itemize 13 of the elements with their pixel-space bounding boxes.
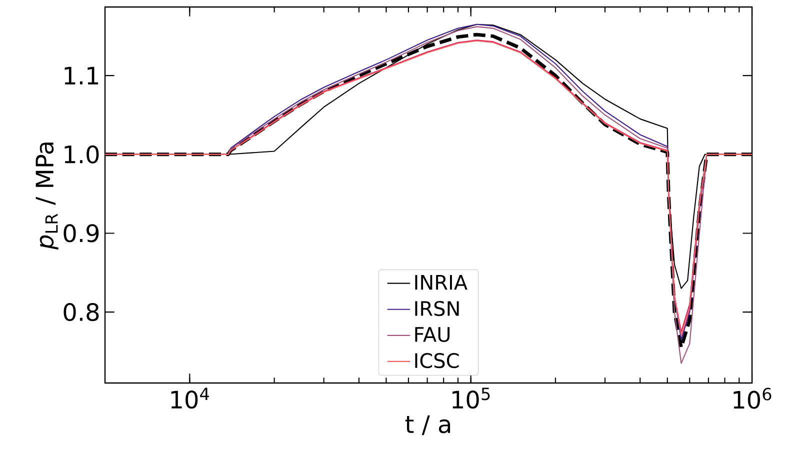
y-tick-label: 0.8 <box>64 302 99 322</box>
x-tick-label: 10$^{6}$ <box>734 388 772 409</box>
legend-label: IRSN <box>415 300 459 316</box>
y-axis-title: p$_{LR}$ / MPa <box>36 142 58 250</box>
x-tick-label: 10$^{5}$ <box>452 388 490 409</box>
x-axis-title: t / a <box>405 415 450 436</box>
legend-label: FAU <box>415 327 450 342</box>
legend-label: INRIA <box>415 275 468 290</box>
y-tick-label: 0.9 <box>64 224 99 242</box>
x-tick-label: 10$^{4}$ <box>171 388 209 409</box>
y-tick-label: 1.0 <box>64 145 99 164</box>
legend-label: ICSC <box>415 353 459 368</box>
y-tick-label: 1.1 <box>64 66 98 84</box>
